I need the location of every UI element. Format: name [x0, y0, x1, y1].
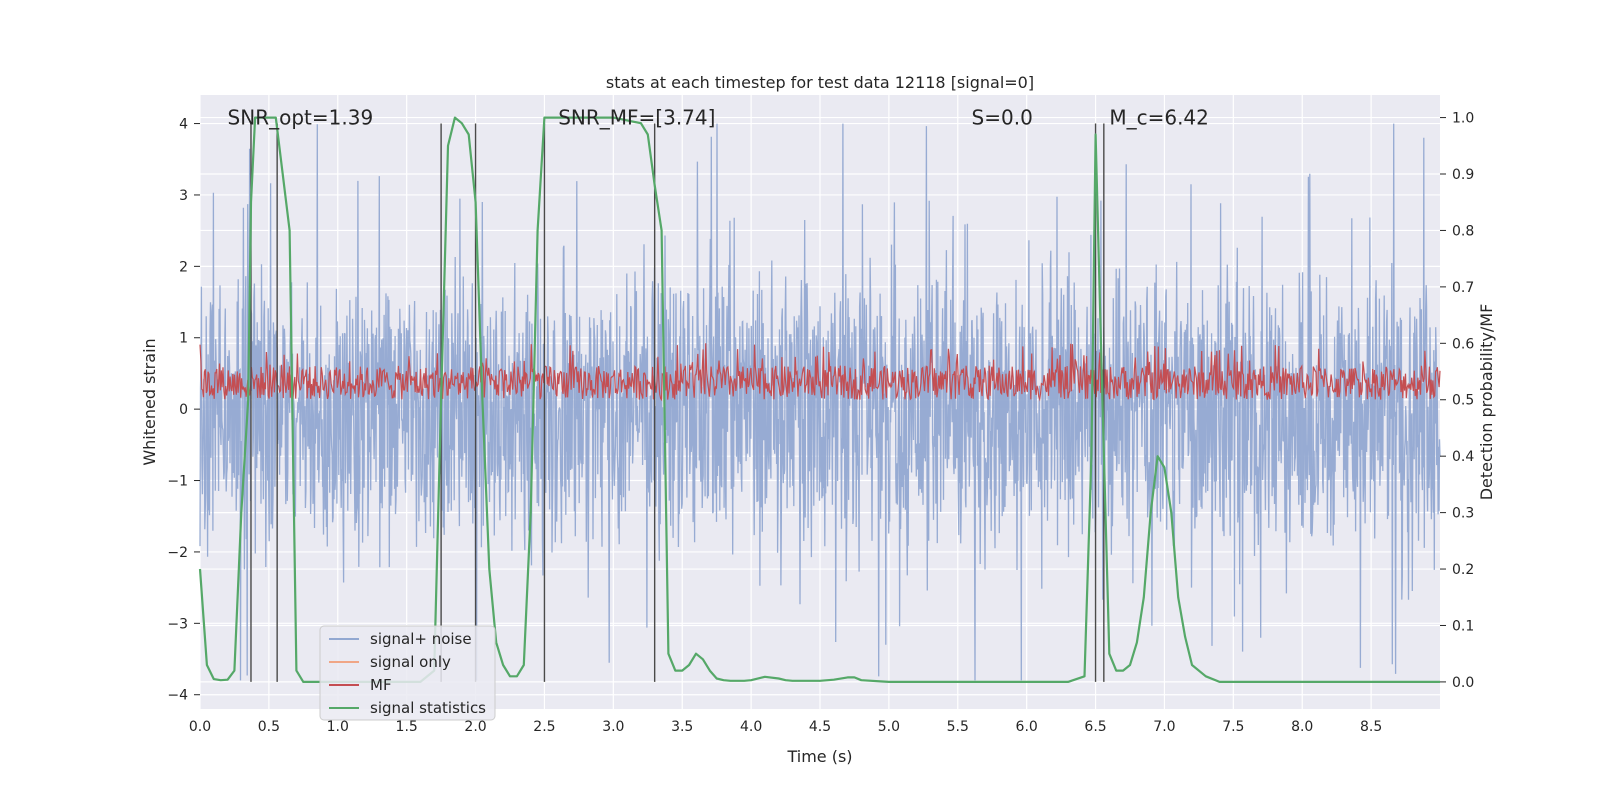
x-tick-label: 6.0: [1016, 719, 1038, 735]
y2-tick-label: 0.8: [1452, 223, 1474, 239]
legend: signal+ noise signal only MF signal stat…: [319, 625, 496, 721]
y-tick-label: 3: [179, 188, 188, 204]
legend-label-mf: MF: [370, 676, 392, 694]
x-tick-label: 4.5: [809, 719, 831, 735]
signal-statistics-line: [198, 116, 1440, 683]
y-tick-label: −2: [167, 545, 188, 561]
annotations: SNR_opt=1.39 SNR_MF=[3.74] S=0.0 M_c=6.42: [228, 106, 1209, 130]
x-tick-label: 1.0: [327, 719, 349, 735]
y-tick-label: 0: [179, 402, 188, 418]
mf-series: [199, 343, 1441, 402]
signal-noise-series: [199, 123, 1441, 681]
x-tick-label: 3.5: [671, 719, 693, 735]
y2-tick-label: 0.2: [1452, 562, 1474, 578]
y2-tick-label: 0.7: [1452, 280, 1474, 296]
x-axis: 0.0 0.5 1.0 1.5 2.0 2.5 3.0 3.5 4.0 4.5 5.0 5.5 6.0 6…: [189, 719, 1382, 735]
y2-tick-label: 0.3: [1452, 506, 1474, 522]
y2-axis-label: Detection probability/MF: [1477, 304, 1496, 501]
x-tick-label: 5.0: [878, 719, 900, 735]
y2-tick-label: 1.0: [1452, 111, 1474, 127]
y-tick-label: 1: [179, 331, 188, 347]
mf-line: [199, 343, 1441, 402]
signal-noise-line: [199, 123, 1441, 681]
x-tick-label: 2.5: [533, 719, 555, 735]
x-tick-label: 2.0: [464, 719, 486, 735]
y-axis-label: Whitened strain: [140, 338, 159, 465]
y-axis: −4 −3 −2 −1 0 1 2 3 4: [167, 117, 200, 704]
x-tick-label: 6.5: [1084, 719, 1106, 735]
annotation-1: SNR_MF=[3.74]: [558, 106, 715, 130]
x-tick-label: 5.5: [947, 719, 969, 735]
y2-tick-label: 0.1: [1452, 618, 1474, 634]
y-tick-label: −1: [167, 474, 188, 490]
y-tick-label: −3: [167, 616, 188, 632]
x-tick-label: 4.0: [740, 719, 762, 735]
annotation-3: M_c=6.42: [1109, 106, 1209, 130]
signal-statistics-series: [198, 116, 1440, 683]
x-tick-label: 8.5: [1360, 719, 1382, 735]
annotation-0: SNR_opt=1.39: [228, 106, 374, 130]
legend-label-signal-only: signal only: [370, 653, 451, 671]
vertical-markers: [250, 123, 1105, 682]
legend-box: [319, 625, 496, 721]
annotation-2: S=0.0: [972, 106, 1033, 130]
y2-tick-label: 0.4: [1452, 449, 1474, 465]
x-tick-label: 7.5: [1222, 719, 1244, 735]
x-tick-label: 0.5: [258, 719, 280, 735]
y-tick-label: −4: [167, 688, 188, 704]
y2-tick-label: 0.6: [1452, 336, 1474, 352]
y-tick-label: 2: [179, 259, 188, 275]
x-axis-label: Time (s): [786, 747, 852, 766]
x-tick-label: 7.0: [1153, 719, 1175, 735]
x-tick-label: 8.0: [1291, 719, 1313, 735]
x-tick-label: 1.5: [396, 719, 418, 735]
y2-tick-label: 0.5: [1452, 393, 1474, 409]
y2-tick-label: 0.0: [1452, 675, 1474, 691]
y2-tick-label: 0.9: [1452, 167, 1474, 183]
legend-label-signal-statistics: signal statistics: [370, 699, 486, 717]
y2-axis: 0.0 0.1 0.2 0.3 0.4 0.5 0.6 0.7 0.8 0.9 1.0: [1440, 111, 1474, 691]
chart-title: stats at each timestep for test data 121…: [606, 73, 1034, 92]
y-tick-label: 4: [179, 117, 188, 133]
x-tick-label: 3.0: [602, 719, 624, 735]
x-tick-label: 0.0: [189, 719, 211, 735]
legend-label-signal-noise: signal+ noise: [370, 630, 472, 648]
